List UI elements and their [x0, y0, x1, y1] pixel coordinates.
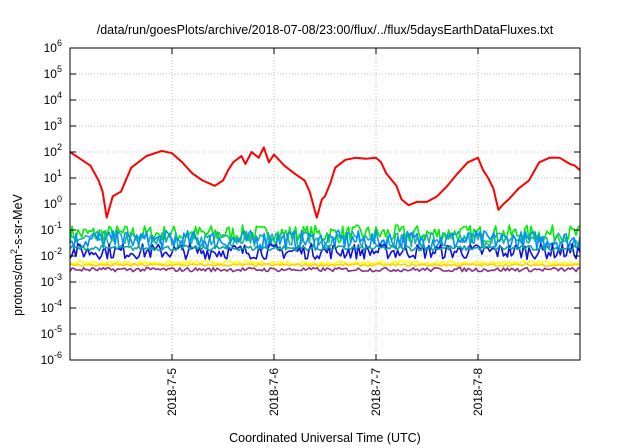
y-tick-label: 106 [44, 38, 62, 55]
y-tick-label: 103 [44, 116, 62, 133]
x-tick-label: 2018-7-5 [165, 368, 179, 416]
series-line-proton-flux [69, 146, 581, 219]
chart-title: /data/run/goesPlots/archive/2018-07-08/2… [97, 23, 554, 37]
y-tick-label: 104 [44, 90, 62, 107]
y-tick-label: 105 [44, 64, 62, 81]
y-axis-ticks: 10610510410310210110010-110-210-310-410-… [41, 38, 580, 367]
x-tick-label: 2018-7-8 [471, 368, 485, 416]
series-line [69, 229, 581, 251]
y-axis-label: protons/cm2-s-sr-MeV [9, 193, 25, 315]
grid-lines [70, 48, 580, 360]
y-tick-base: 10 [44, 41, 58, 55]
y-tick-base: 10 [41, 223, 55, 237]
y-tick-base: 10 [41, 249, 55, 263]
y-tick-base: 10 [41, 301, 55, 315]
x-tick-label: 2018-7-6 [267, 368, 281, 416]
x-axis-label: Coordinated Universal Time (UTC) [229, 431, 421, 445]
y-tick-label: 102 [44, 142, 62, 159]
y-tick-base: 10 [44, 171, 58, 185]
y-tick-exp: 4 [57, 90, 62, 100]
x-axis-ticks: 2018-7-5 2018-7-6 2018-7-7 2018-7-8 [165, 48, 485, 416]
y-tick-exp: 2 [57, 142, 62, 152]
y-tick-label: 10-4 [41, 298, 62, 315]
series-line [69, 260, 581, 266]
series-line [69, 224, 581, 244]
y-tick-exp: -4 [54, 298, 62, 308]
y-tick-base: 10 [44, 145, 58, 159]
y-axis-label-post: -s-sr-MeV [11, 193, 25, 249]
y-tick-exp: -3 [54, 272, 62, 282]
x-tick-label: 2018-7-7 [369, 368, 383, 416]
y-tick-label: 10-1 [41, 220, 62, 237]
y-tick-exp: -1 [54, 220, 62, 230]
y-tick-exp: 0 [57, 194, 62, 204]
y-tick-exp: 1 [57, 168, 62, 178]
y-tick-base: 10 [44, 119, 58, 133]
y-tick-label: 101 [44, 168, 62, 185]
y-tick-exp: 5 [57, 64, 62, 74]
series-line [70, 262, 581, 268]
y-tick-label: 10-2 [41, 246, 62, 263]
y-axis-label-pre: protons/cm [11, 254, 25, 316]
y-tick-exp: -5 [54, 324, 62, 334]
y-tick-base: 10 [41, 353, 55, 367]
series-line [69, 244, 581, 252]
y-tick-base: 10 [41, 275, 55, 289]
y-tick-exp: -2 [54, 246, 62, 256]
y-tick-label: 10-5 [41, 324, 62, 341]
y-tick-label: 100 [44, 194, 62, 211]
y-tick-base: 10 [44, 67, 58, 81]
y-tick-exp: -6 [54, 350, 62, 360]
series-line [69, 266, 581, 273]
series-layer [69, 146, 581, 273]
y-axis-label-sup: 2 [9, 249, 19, 254]
y-tick-base: 10 [44, 93, 58, 107]
y-tick-label: 10-6 [41, 350, 62, 367]
y-tick-base: 10 [41, 327, 55, 341]
y-tick-exp: 3 [57, 116, 62, 126]
y-tick-label: 10-3 [41, 272, 62, 289]
y-tick-base: 10 [44, 197, 58, 211]
y-tick-exp: 6 [57, 38, 62, 48]
